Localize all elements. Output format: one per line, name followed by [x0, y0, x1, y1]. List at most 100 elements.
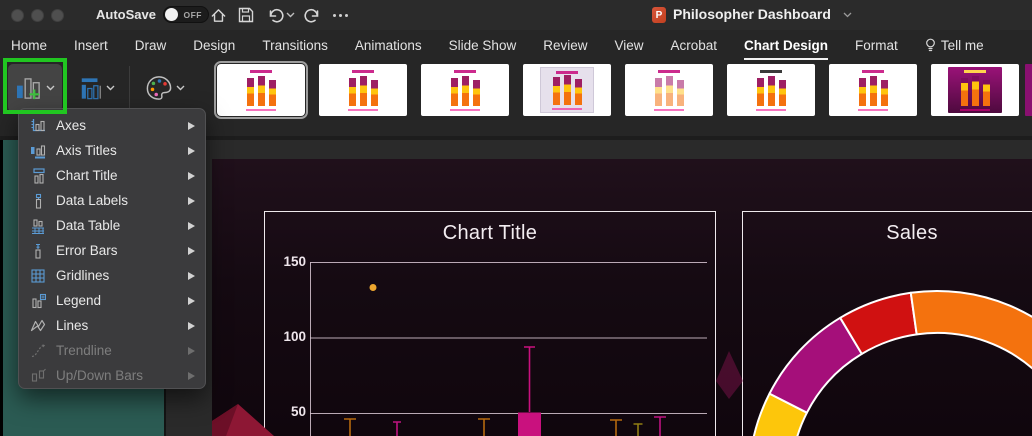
gridlines-icon: [29, 268, 47, 284]
change-colors-button[interactable]: [138, 64, 192, 112]
add-chart-element-button[interactable]: [8, 64, 62, 112]
tab-tell-me[interactable]: Tell me: [925, 32, 984, 60]
home-icon[interactable]: [208, 5, 228, 25]
tab-design[interactable]: Design: [193, 38, 236, 53]
slide-canvas[interactable]: Chart Title Sales 150 100 50: [212, 159, 1032, 436]
document-title[interactable]: Philosopher Dashboard: [673, 6, 831, 22]
mini-chart: [540, 67, 594, 113]
title-bar: AutoSave OFF P Philosopher Dashboard: [0, 0, 1032, 30]
tab-animations[interactable]: Animations: [354, 38, 422, 53]
quick-layout-button[interactable]: [72, 64, 122, 112]
chevron-down-icon: [106, 85, 115, 91]
tab-format[interactable]: Format: [855, 38, 898, 53]
menu-item-label: Gridlines: [56, 268, 110, 283]
menu-item-label: Axes: [56, 118, 87, 133]
menu-item-data-labels[interactable]: Data Labels: [19, 188, 205, 213]
add-chart-element-icon: [16, 77, 40, 99]
more-ellipsis-icon[interactable]: [330, 5, 350, 25]
submenu-arrow-icon: [188, 371, 195, 380]
submenu-arrow-icon: [188, 346, 195, 355]
menu-item-label: Trendline: [56, 343, 112, 358]
tab-review[interactable]: Review: [543, 38, 588, 53]
chart-style-thumbnail-9[interactable]: [1025, 64, 1032, 116]
minimize-window-icon[interactable]: [31, 9, 44, 22]
add-chart-element-menu: Axes Axis Titles Chart Title Data Labels…: [18, 108, 206, 389]
toolbar-separator: [129, 66, 130, 110]
axes-icon: [29, 118, 47, 134]
mini-chart: [336, 67, 390, 113]
autosave-toggle[interactable]: OFF: [163, 6, 209, 23]
menu-item-label: Data Labels: [56, 193, 129, 208]
menu-item-label: Error Bars: [56, 243, 118, 258]
submenu-arrow-icon: [188, 221, 195, 230]
menu-item-gridlines[interactable]: Gridlines: [19, 263, 205, 288]
menu-item-lines[interactable]: Lines: [19, 313, 205, 338]
tab-view[interactable]: View: [614, 38, 644, 53]
chart-object-scatter[interactable]: Chart Title: [264, 211, 716, 436]
tab-draw[interactable]: Draw: [134, 38, 167, 53]
decor-triangle: [716, 351, 743, 399]
tab-home[interactable]: Home: [11, 38, 48, 53]
title-chevron-icon[interactable]: [843, 12, 852, 18]
tab-insert[interactable]: Insert: [74, 38, 108, 53]
chart-object-donut[interactable]: Sales: [742, 211, 1032, 436]
autosave-state: OFF: [183, 10, 202, 20]
menu-item-axis-titles[interactable]: Axis Titles: [19, 138, 205, 163]
trendline-icon: [29, 343, 47, 359]
chart-styles-gallery: [212, 61, 1032, 124]
tab-slide-show[interactable]: Slide Show: [448, 38, 517, 53]
menu-item-label: Data Table: [56, 218, 121, 233]
mini-chart: [642, 67, 696, 113]
chart-style-thumbnail-8[interactable]: [931, 64, 1019, 116]
close-window-icon[interactable]: [11, 9, 24, 22]
chart-style-thumbnail-2[interactable]: [319, 64, 407, 116]
zoom-window-icon[interactable]: [51, 9, 64, 22]
sales-title-text: Sales: [886, 222, 938, 244]
menu-item-label: Axis Titles: [56, 143, 117, 158]
y-axis-tick-100: 100: [283, 329, 306, 344]
chart-style-thumbnail-7[interactable]: [829, 64, 917, 116]
chart-title-text: Chart Title: [442, 222, 538, 244]
submenu-arrow-icon: [188, 171, 195, 180]
menu-item-chart-title[interactable]: Chart Title: [19, 163, 205, 188]
mini-chart: [234, 67, 288, 113]
powerpoint-doc-icon: P: [652, 7, 666, 23]
submenu-arrow-icon: [188, 321, 195, 330]
tab-transitions[interactable]: Transitions: [262, 38, 328, 53]
submenu-arrow-icon: [188, 271, 195, 280]
data-table-icon: [29, 218, 47, 234]
chevron-down-icon: [176, 85, 185, 91]
axis-titles-icon: [29, 143, 47, 159]
autosave-label: AutoSave: [96, 7, 156, 22]
quick-layout-icon: [81, 77, 101, 99]
chart-style-thumbnail-6[interactable]: [727, 64, 815, 116]
menu-item-up-down-bars: Up/Down Bars: [19, 363, 205, 388]
up-down-bars-icon: [29, 368, 47, 384]
change-colors-icon: [146, 76, 172, 100]
redo-icon[interactable]: [302, 5, 322, 25]
submenu-arrow-icon: [188, 296, 195, 305]
save-icon[interactable]: [236, 5, 256, 25]
undo-icon[interactable]: [266, 5, 286, 25]
legend-icon: [29, 293, 47, 309]
menu-item-label: Up/Down Bars: [56, 368, 144, 383]
menu-item-trendline: Trendline: [19, 338, 205, 363]
chart-style-thumbnail-5[interactable]: [625, 64, 713, 116]
tab-acrobat[interactable]: Acrobat: [670, 38, 718, 53]
chart-style-thumbnail-3[interactable]: [421, 64, 509, 116]
chart-style-thumbnail-1[interactable]: [214, 61, 308, 119]
error-bars-icon: [29, 243, 47, 259]
chevron-down-icon: [46, 85, 54, 91]
menu-item-data-table[interactable]: Data Table: [19, 213, 205, 238]
menu-item-axes[interactable]: Axes: [19, 113, 205, 138]
toggle-knob-icon: [165, 8, 178, 21]
chart-title-icon: [29, 167, 47, 184]
chart-style-thumbnail-4[interactable]: [523, 64, 611, 116]
menu-item-label: Legend: [56, 293, 102, 308]
menu-item-legend[interactable]: Legend: [19, 288, 205, 313]
data-labels-icon: [29, 193, 47, 209]
menu-item-error-bars[interactable]: Error Bars: [19, 238, 205, 263]
undo-chevron-icon[interactable]: [284, 5, 296, 25]
tab-chart-design[interactable]: Chart Design: [744, 32, 829, 60]
